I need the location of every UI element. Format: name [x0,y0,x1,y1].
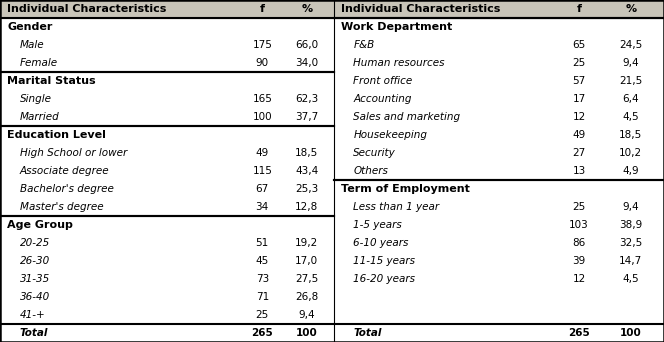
Text: 21,5: 21,5 [619,76,643,86]
Text: Education Level: Education Level [7,130,106,140]
Text: 62,3: 62,3 [295,94,319,104]
Text: Total: Total [20,328,48,338]
Text: 115: 115 [252,166,272,176]
Text: 6-10 years: 6-10 years [353,238,408,248]
Text: 100: 100 [252,112,272,122]
Text: 18,5: 18,5 [295,148,319,158]
Text: 57: 57 [572,76,586,86]
Text: 32,5: 32,5 [619,238,643,248]
Text: 9,4: 9,4 [622,202,639,212]
Text: High School or lower: High School or lower [20,148,127,158]
Text: 31-35: 31-35 [20,274,50,284]
Text: 34,0: 34,0 [295,58,318,68]
Text: 36-40: 36-40 [20,292,50,302]
Text: 24,5: 24,5 [619,40,643,50]
Text: Female: Female [20,58,58,68]
Text: 43,4: 43,4 [295,166,319,176]
Text: 100: 100 [620,328,641,338]
Text: 1-5 years: 1-5 years [353,220,402,230]
Text: f: f [576,4,582,14]
Text: Security: Security [353,148,396,158]
Text: 17: 17 [572,94,586,104]
Text: 175: 175 [252,40,272,50]
Text: Less than 1 year: Less than 1 year [353,202,440,212]
Text: 100: 100 [296,328,317,338]
Text: Term of Employment: Term of Employment [341,184,469,194]
Text: Housekeeping: Housekeeping [353,130,427,140]
Text: f: f [260,4,265,14]
Text: Associate degree: Associate degree [20,166,110,176]
Text: 12: 12 [572,274,586,284]
Text: 25: 25 [572,58,586,68]
Text: 37,7: 37,7 [295,112,319,122]
Text: 26-30: 26-30 [20,256,50,266]
Text: Total: Total [353,328,382,338]
Text: Human resources: Human resources [353,58,445,68]
Text: 49: 49 [256,148,269,158]
Text: 25: 25 [572,202,586,212]
Text: 86: 86 [572,238,586,248]
Text: 38,9: 38,9 [619,220,643,230]
Text: 27,5: 27,5 [295,274,319,284]
Text: 11-15 years: 11-15 years [353,256,415,266]
Text: 39: 39 [572,256,586,266]
Text: 10,2: 10,2 [620,148,642,158]
Text: Male: Male [20,40,44,50]
Text: 34: 34 [256,202,269,212]
Text: 165: 165 [252,94,272,104]
Text: 4,5: 4,5 [622,112,639,122]
Text: 45: 45 [256,256,269,266]
Text: Work Department: Work Department [341,22,452,32]
Text: 49: 49 [572,130,586,140]
Bar [0,0,664,18]
Text: Married: Married [20,112,60,122]
Text: 6,4: 6,4 [622,94,639,104]
Text: %: % [625,4,636,14]
Text: 4,5: 4,5 [622,274,639,284]
Text: F&B: F&B [353,40,374,50]
Text: Gender: Gender [7,22,52,32]
Text: 17,0: 17,0 [295,256,318,266]
Text: 9,4: 9,4 [622,58,639,68]
Text: 71: 71 [256,292,269,302]
Text: Master's degree: Master's degree [20,202,104,212]
Text: Age Group: Age Group [7,220,73,230]
Text: Sales and marketing: Sales and marketing [353,112,460,122]
Text: 9,4: 9,4 [298,310,315,320]
Text: 25,3: 25,3 [295,184,319,194]
Text: 12: 12 [572,112,586,122]
Text: 14,7: 14,7 [619,256,643,266]
Text: 90: 90 [256,58,269,68]
Text: Individual Characteristics: Individual Characteristics [341,4,500,14]
Text: Bachelor's degree: Bachelor's degree [20,184,114,194]
Text: 13: 13 [572,166,586,176]
Text: 18,5: 18,5 [619,130,643,140]
Text: 27: 27 [572,148,586,158]
Text: 26,8: 26,8 [295,292,319,302]
Text: 67: 67 [256,184,269,194]
Text: 73: 73 [256,274,269,284]
Text: %: % [301,4,312,14]
Text: 41-+: 41-+ [20,310,46,320]
Text: 19,2: 19,2 [295,238,319,248]
Text: Marital Status: Marital Status [7,76,96,86]
Text: 65: 65 [572,40,586,50]
Text: Accounting: Accounting [353,94,412,104]
Text: 12,8: 12,8 [295,202,319,212]
Text: 16-20 years: 16-20 years [353,274,415,284]
Text: Front office: Front office [353,76,412,86]
Text: 51: 51 [256,238,269,248]
Text: 103: 103 [569,220,589,230]
Text: Individual Characteristics: Individual Characteristics [7,4,167,14]
Text: 66,0: 66,0 [295,40,318,50]
Text: Single: Single [20,94,52,104]
Text: 25: 25 [256,310,269,320]
Text: 20-25: 20-25 [20,238,50,248]
Text: 265: 265 [568,328,590,338]
Text: Others: Others [353,166,388,176]
Text: 265: 265 [252,328,273,338]
Text: 4,9: 4,9 [622,166,639,176]
